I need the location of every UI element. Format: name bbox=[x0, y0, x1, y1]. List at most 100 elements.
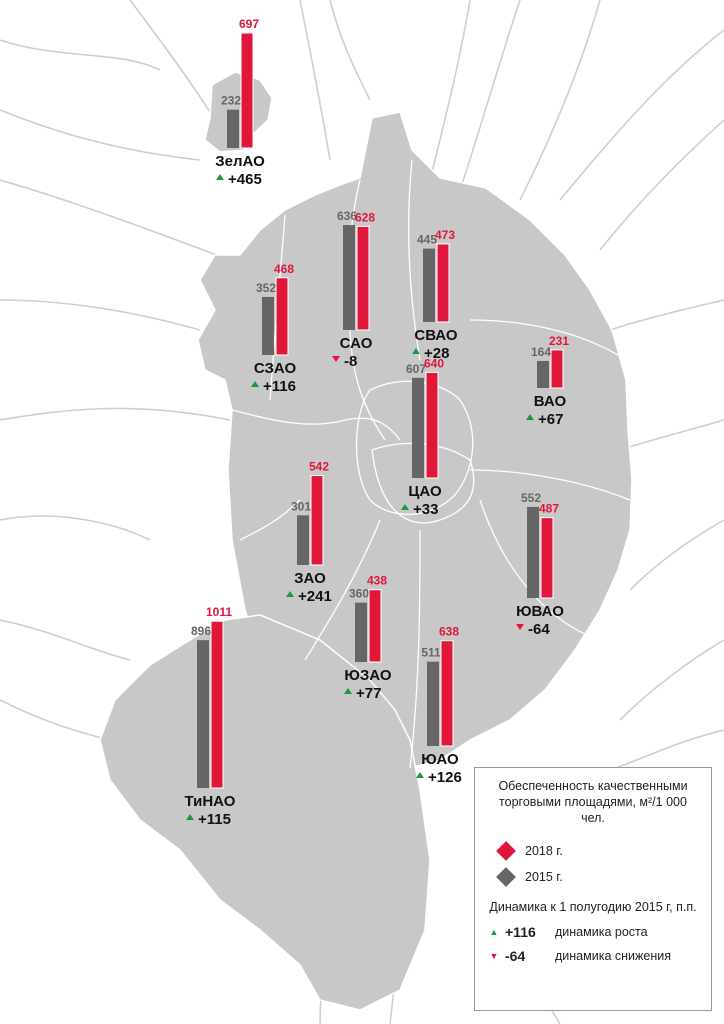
value-2018-label: 438 bbox=[367, 574, 387, 588]
dynamics-label: +241 bbox=[298, 588, 332, 605]
value-2018-label: 468 bbox=[274, 262, 294, 276]
bar-2015 bbox=[412, 377, 424, 478]
district-name-label: ТиНАО bbox=[185, 793, 236, 810]
district-name-label: ЗелАО bbox=[215, 153, 265, 170]
triangle-up-icon bbox=[186, 814, 194, 820]
value-2015-label: 552 bbox=[521, 491, 541, 505]
district-name-label: ЮАО bbox=[421, 751, 459, 768]
triangle-down-icon bbox=[332, 356, 340, 362]
legend-row-2015: 2015 г. bbox=[496, 864, 699, 890]
district-name-label: ЮЗАО bbox=[344, 667, 392, 684]
legend-row-growth: ▲ +116 динамика роста bbox=[487, 920, 699, 944]
bar-2015 bbox=[262, 296, 274, 355]
triangle-up-icon bbox=[416, 772, 424, 778]
value-2018-label: 473 bbox=[435, 228, 455, 242]
bar-2018 bbox=[210, 620, 224, 789]
legend-down-value: -64 bbox=[505, 948, 526, 964]
tinao-territory bbox=[99, 614, 431, 1011]
dynamics-label: +67 bbox=[538, 411, 563, 428]
legend-subtitle: Динамика к 1 полугодию 2015 г, п.п. bbox=[489, 900, 697, 914]
legend-down-label: динамика снижения bbox=[555, 949, 671, 963]
triangle-up-icon bbox=[251, 381, 259, 387]
value-2018-label: 1011 bbox=[206, 605, 232, 619]
bar-2018 bbox=[436, 243, 450, 323]
value-2018-label: 487 bbox=[539, 502, 559, 516]
district-uao: 511 638 ЮАО+126 bbox=[416, 625, 462, 786]
value-2015-label: 636 bbox=[337, 209, 357, 223]
district-szao: 352 468 СЗАО+116 bbox=[251, 262, 296, 395]
legend-title: Обеспеченность качественными торговыми п… bbox=[498, 779, 688, 825]
bar-2015 bbox=[343, 225, 355, 330]
dynamics-label: +116 bbox=[263, 378, 296, 395]
dynamics-label: +28 bbox=[424, 345, 449, 362]
dynamics-label: +115 bbox=[198, 811, 231, 828]
triangle-down-icon: ▼ bbox=[489, 951, 499, 961]
value-2018-label: 628 bbox=[355, 210, 375, 224]
bar-2018 bbox=[425, 371, 439, 479]
triangle-up-icon bbox=[344, 688, 352, 694]
bar-2015 bbox=[423, 248, 435, 322]
district-name-label: СЗАО bbox=[254, 360, 297, 377]
bar-2015 bbox=[227, 109, 239, 148]
bar-2018 bbox=[440, 640, 454, 747]
triangle-up-icon bbox=[216, 174, 224, 180]
district-zelao: 232 697 ЗелАО+465 bbox=[215, 17, 265, 188]
bar-2018 bbox=[275, 277, 289, 356]
value-2015-label: 352 bbox=[256, 281, 276, 295]
district-name-label: САО bbox=[340, 335, 373, 352]
value-2015-label: 607 bbox=[406, 362, 426, 376]
value-2015-label: 360 bbox=[349, 587, 369, 601]
bar-2015 bbox=[355, 602, 367, 662]
bar-2015 bbox=[297, 515, 309, 565]
value-2018-label: 640 bbox=[424, 356, 444, 370]
triangle-down-icon bbox=[516, 624, 524, 630]
district-name-label: ЦАО bbox=[408, 483, 442, 500]
triangle-up-icon bbox=[526, 414, 534, 420]
dynamics-label: +465 bbox=[228, 171, 262, 188]
bar-2018 bbox=[550, 349, 564, 389]
triangle-up-icon: ▲ bbox=[489, 927, 499, 937]
district-name-label: ВАО bbox=[534, 393, 567, 410]
triangle-up-icon bbox=[286, 591, 294, 597]
value-2015-label: 301 bbox=[291, 499, 311, 513]
legend-up-value: +116 bbox=[505, 924, 536, 940]
value-2018-label: 542 bbox=[309, 460, 329, 474]
dynamics-label: +33 bbox=[413, 501, 438, 518]
district-zao: 301 542 ЗАО+241 bbox=[286, 460, 332, 605]
bar-2015 bbox=[527, 506, 539, 598]
bar-2015 bbox=[197, 640, 209, 788]
district-name-label: СВАО bbox=[414, 327, 458, 344]
diamond-red-icon bbox=[496, 841, 516, 861]
district-tinao: 896 1011 ТиНАО+115 bbox=[185, 605, 236, 828]
bar-2018 bbox=[356, 225, 370, 331]
legend-row-2018: 2018 г. bbox=[496, 838, 699, 864]
value-2015-label: 164 bbox=[531, 345, 551, 359]
diamond-gray-icon bbox=[496, 867, 516, 887]
triangle-up-icon bbox=[412, 348, 420, 354]
legend-2015-label: 2015 г. bbox=[525, 870, 563, 884]
legend-row-decline: ▼ -64 динамика снижения bbox=[487, 944, 699, 968]
dynamics-label: -64 bbox=[528, 621, 550, 638]
bar-2018 bbox=[240, 32, 254, 149]
district-name-label: ЮВАО bbox=[516, 603, 564, 620]
value-2015-label: 232 bbox=[221, 94, 241, 108]
district-name-label: ЗАО bbox=[294, 570, 326, 587]
value-2015-label: 445 bbox=[417, 233, 437, 247]
bar-2015 bbox=[537, 360, 549, 388]
value-2018-label: 638 bbox=[439, 625, 459, 639]
value-2018-label: 231 bbox=[549, 334, 569, 348]
legend-up-label: динамика роста bbox=[555, 925, 648, 939]
triangle-up-icon bbox=[401, 504, 409, 510]
dynamics-label: +126 bbox=[428, 769, 462, 786]
value-2015-label: 896 bbox=[191, 624, 211, 638]
bar-2018 bbox=[310, 475, 324, 566]
legend-2018-label: 2018 г. bbox=[525, 844, 563, 858]
